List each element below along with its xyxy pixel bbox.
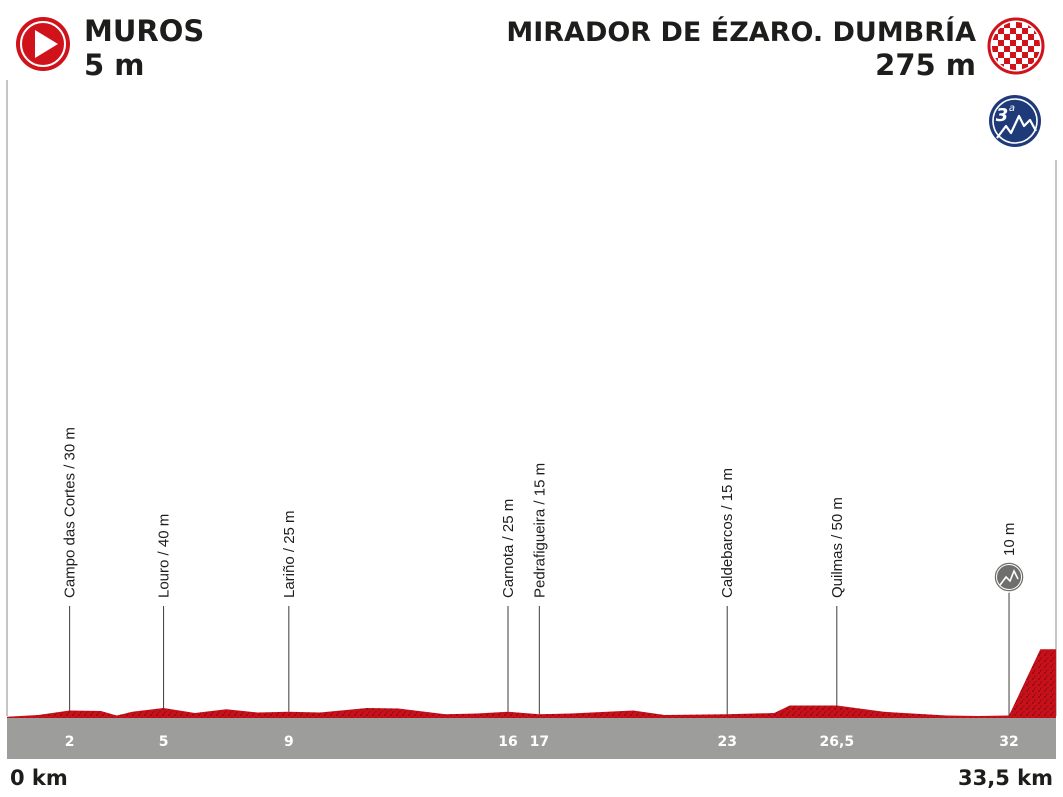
waypoint-km-label: 16 (498, 734, 517, 750)
category-sup: a (1009, 103, 1015, 114)
waypoint-km-label: 23 (717, 734, 736, 750)
waypoint-label: Louro / 40 m (156, 514, 173, 598)
waypoint-label: Pedrafigueira / 15 m (531, 463, 548, 598)
waypoint-label: Lariño / 25 m (281, 510, 298, 598)
waypoint-label: Carnota / 25 m (500, 499, 517, 598)
km-axis-bar (7, 718, 1056, 759)
elevation-profile-area (7, 649, 1056, 718)
start-name: MUROS (84, 14, 204, 48)
category-3-badge: 3 a (989, 95, 1041, 147)
start-altitude: 5 m (84, 48, 145, 82)
start-of-climb-icon (993, 561, 1025, 593)
waypoint-km-label: 32 (999, 734, 1018, 750)
waypoint-km-label: 5 (159, 734, 169, 750)
end-km-label: 33,5 km (958, 766, 1053, 790)
waypoint-km-label: 17 (530, 734, 549, 750)
checkered-flag-icon (987, 17, 1045, 75)
waypoint-km-label: 26,5 (820, 734, 855, 750)
finish-altitude: 275 m (875, 48, 976, 82)
start-km-label: 0 km (10, 766, 68, 790)
waypoint-km-label: 9 (284, 734, 294, 750)
mountain-icon (996, 114, 1037, 139)
waypoint-label: Caldebarcos / 15 m (719, 468, 736, 598)
category-number: 3 (996, 105, 1009, 126)
start-icon (16, 17, 70, 71)
waypoint-km-label: 2 (65, 734, 75, 750)
waypoint-label: Campo das Cortes / 30 m (62, 427, 79, 598)
waypoint-label: 10 m (1001, 523, 1018, 556)
finish-name: MIRADOR DE ÉZARO. DUMBRÍA (506, 16, 976, 48)
waypoint-label: Quilmas / 50 m (829, 497, 846, 598)
